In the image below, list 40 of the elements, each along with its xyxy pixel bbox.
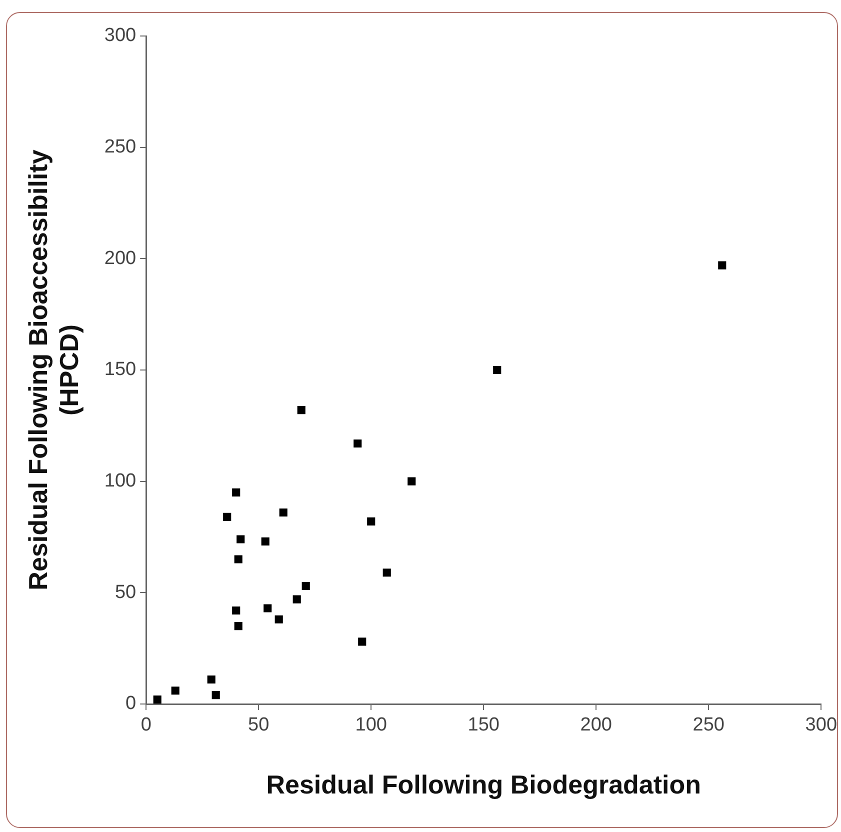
point <box>234 622 242 630</box>
point <box>358 638 366 646</box>
point <box>302 582 310 590</box>
x-tick-label: 50 <box>248 714 270 736</box>
point <box>718 261 726 270</box>
x-axis-title: Residual Following Biodegradation <box>266 770 702 800</box>
point <box>236 535 245 544</box>
y-tick-label: 50 <box>114 582 136 603</box>
x-tick-label: 250 <box>692 714 724 736</box>
y-tick-label: 200 <box>104 248 136 269</box>
y-axis-title: Residual Following Bioaccessibility (HPCD) <box>22 149 84 590</box>
point <box>232 488 240 496</box>
x-tick-label: 0 <box>140 714 152 736</box>
point <box>297 406 306 414</box>
point <box>207 675 216 684</box>
point <box>171 686 180 695</box>
point <box>212 691 220 700</box>
point <box>279 508 288 517</box>
point <box>232 606 240 615</box>
point <box>264 604 272 612</box>
x-tick-label: 300 <box>805 714 837 736</box>
y-tick-label: 150 <box>104 359 136 380</box>
y-tick-label: 300 <box>104 25 136 46</box>
point <box>292 595 301 604</box>
point <box>223 512 232 521</box>
point <box>261 537 270 546</box>
point <box>493 366 502 374</box>
y-tick-label: 100 <box>104 470 136 492</box>
x-tick-label: 100 <box>355 714 387 736</box>
y-tick-label: 250 <box>104 136 136 158</box>
y-tick-label: 0 <box>126 693 136 714</box>
point <box>274 615 283 624</box>
point <box>153 696 162 704</box>
point <box>408 477 416 486</box>
point <box>354 439 362 448</box>
x-tick-label: 150 <box>468 714 500 736</box>
point <box>234 555 242 564</box>
x-tick-label: 200 <box>580 714 612 736</box>
point <box>367 517 376 526</box>
point <box>382 568 391 577</box>
